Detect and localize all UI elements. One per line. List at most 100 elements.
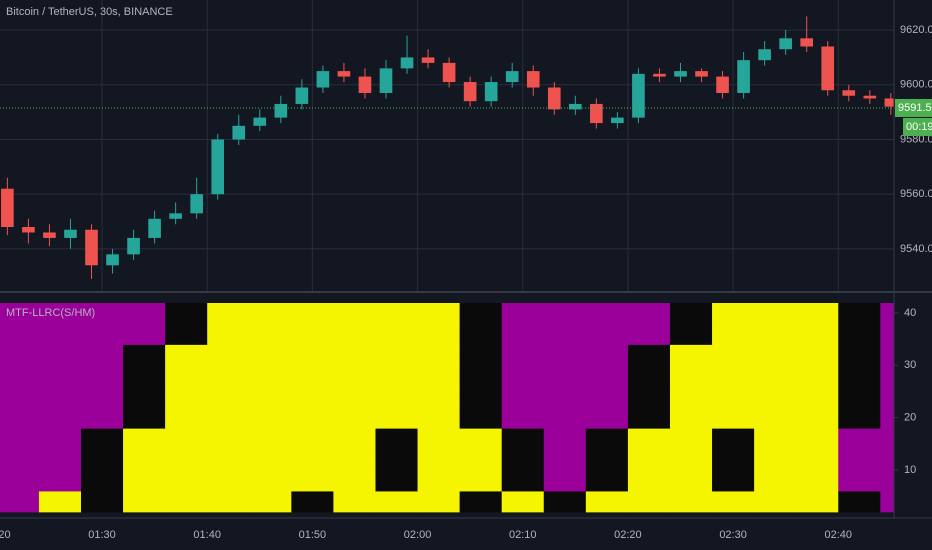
heatmap-cell xyxy=(543,490,587,513)
heatmap-cell xyxy=(796,323,839,345)
heatmap-cell xyxy=(249,365,292,387)
heatmap-cell xyxy=(375,428,419,450)
heatmap-cell xyxy=(417,469,461,492)
heatmap-cell xyxy=(585,365,629,387)
candle-body xyxy=(316,71,330,88)
candle-body xyxy=(127,237,140,255)
heatmap-cell xyxy=(627,490,671,513)
heatmap-cell xyxy=(880,323,894,345)
heatmap-cell xyxy=(627,428,671,450)
heatmap-cell xyxy=(375,344,419,366)
x-tick-label: 01:20 xyxy=(0,529,11,541)
heatmap-cell xyxy=(80,449,124,471)
candle-body xyxy=(232,125,246,140)
heatmap-cell xyxy=(165,490,208,513)
heatmap-cell xyxy=(417,365,461,387)
countdown-label: 00:19 xyxy=(906,121,932,133)
heatmap-cell xyxy=(165,323,208,345)
chart-title: Bitcoin / TetherUS, 30s, BINANCE xyxy=(6,6,173,18)
heatmap-cell xyxy=(165,386,208,408)
heatmap-cell xyxy=(712,303,755,324)
heatmap-cell xyxy=(712,428,755,450)
heatmap-cell xyxy=(333,469,376,492)
heatmap-cell xyxy=(333,344,376,366)
candle-body xyxy=(148,218,161,238)
heatmap-cell xyxy=(796,344,839,366)
candle-body xyxy=(758,49,771,61)
heatmap-cell xyxy=(123,323,166,345)
heatmap-cell xyxy=(38,323,82,345)
heatmap-cell xyxy=(207,365,250,387)
heatmap-cell xyxy=(80,428,124,450)
candle-body xyxy=(295,87,309,104)
heatmap-cell xyxy=(123,365,166,387)
price-badge-label: 9591.52 xyxy=(898,102,932,114)
heatmap-cell xyxy=(880,428,894,450)
candle-body xyxy=(526,71,540,88)
heatmap-cell xyxy=(38,469,82,492)
heatmap-cell xyxy=(796,469,839,492)
heatmap-cell xyxy=(291,407,334,429)
heatmap-cell xyxy=(501,303,545,324)
x-tick-label: 02:20 xyxy=(614,529,642,541)
heatmap-cell xyxy=(712,365,755,387)
heatmap-cell xyxy=(712,323,755,345)
candle-body xyxy=(43,232,56,238)
heatmap-cell xyxy=(207,490,250,513)
heatmap-cell xyxy=(459,469,503,492)
heatmap-cell xyxy=(333,365,376,387)
heatmap-cell xyxy=(501,323,545,345)
heatmap-cell xyxy=(38,449,82,471)
y-tick-label: 10 xyxy=(904,464,916,476)
heatmap-cell xyxy=(585,407,629,429)
candle-body xyxy=(505,71,519,83)
heatmap-cell xyxy=(0,469,40,492)
heatmap-cell xyxy=(0,323,40,345)
candle-body xyxy=(337,71,351,77)
heatmap-cell xyxy=(754,303,797,324)
x-tick-label: 02:30 xyxy=(719,529,747,541)
heatmap-cell xyxy=(501,344,545,366)
heatmap-cell xyxy=(880,365,894,387)
candle-body xyxy=(569,103,582,110)
heatmap-cell xyxy=(669,428,713,450)
candle-body xyxy=(274,103,288,118)
heatmap-cell xyxy=(333,407,376,429)
candle-body xyxy=(863,95,877,99)
heatmap-cell xyxy=(207,303,250,324)
heatmap-cell xyxy=(838,449,881,471)
heatmap-cell xyxy=(333,490,376,513)
candle-body xyxy=(400,57,414,69)
heatmap-cell xyxy=(543,303,587,324)
candle-body xyxy=(884,98,894,107)
heatmap-cell xyxy=(80,323,124,345)
heatmap-cell xyxy=(38,407,82,429)
heatmap-cell xyxy=(838,344,881,366)
heatmap-cell xyxy=(291,303,334,324)
heatmap-cell xyxy=(712,386,755,408)
heatmap-cell xyxy=(796,386,839,408)
heatmap-cell xyxy=(754,490,797,513)
candle-body xyxy=(800,38,814,47)
heatmap-cell xyxy=(291,469,334,492)
heatmap-cell xyxy=(501,449,545,471)
heatmap-cell xyxy=(417,344,461,366)
heatmap-cell xyxy=(291,386,334,408)
candle-body xyxy=(632,73,645,118)
heatmap-cell xyxy=(754,365,797,387)
candle-body xyxy=(190,194,203,214)
heatmap-cell xyxy=(291,323,334,345)
x-tick-label: 02:00 xyxy=(404,529,432,541)
heatmap-cell xyxy=(417,449,461,471)
candle-body xyxy=(169,213,182,219)
heatmap-cell xyxy=(627,303,671,324)
x-tick-label: 02:10 xyxy=(509,529,537,541)
heatmap-cell xyxy=(333,323,376,345)
heatmap-cell xyxy=(754,428,797,450)
candle-body xyxy=(379,68,393,93)
candle-body xyxy=(253,117,267,126)
heatmap-cell xyxy=(669,323,713,345)
heatmap-cell xyxy=(165,469,208,492)
heatmap-cell xyxy=(669,407,713,429)
